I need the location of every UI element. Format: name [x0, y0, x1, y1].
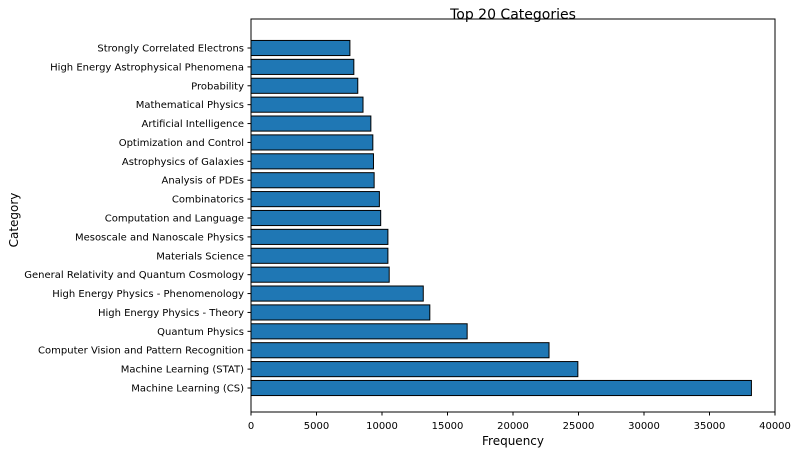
- y-axis-label: Category: [7, 193, 21, 248]
- x-tick-label: 15000: [432, 421, 464, 432]
- bar: [250, 191, 380, 208]
- y-ticks-group: Machine Learning (CS) Machine Learning (S…: [24, 44, 251, 395]
- bar: [250, 342, 550, 359]
- bars-group: [250, 39, 752, 397]
- y-tick-label: Strongly Correlated Electrons: [97, 44, 244, 55]
- bar: [250, 266, 390, 283]
- x-tick-label: 30000: [628, 421, 660, 432]
- y-tick-label: Combinatorics: [172, 195, 244, 206]
- bar: [250, 96, 364, 113]
- x-tick-label: 40000: [759, 421, 791, 432]
- y-tick-label: High Energy Physics - Theory: [98, 308, 244, 319]
- x-ticks-group: 0 5000 10000 15000 20000 25000 30000 35000 40000: [248, 412, 791, 432]
- x-tick-label: 10000: [366, 421, 398, 432]
- bar: [250, 228, 389, 245]
- y-tick-label: Optimization and Control: [119, 138, 244, 149]
- x-tick-label: 0: [248, 421, 254, 432]
- y-tick-label: Computation and Language: [105, 214, 244, 225]
- y-tick-label: Mathematical Physics: [136, 100, 244, 111]
- y-tick-label: General Relativity and Quantum Cosmology: [24, 270, 244, 281]
- chart-title: Top 20 Categories: [449, 7, 576, 23]
- y-tick-label: Quantum Physics: [157, 327, 244, 338]
- x-axis-label: Frequency: [482, 434, 544, 448]
- bar: [250, 247, 389, 264]
- bar: [250, 153, 374, 170]
- y-tick-label: Machine Learning (STAT): [121, 365, 244, 376]
- bar: [250, 361, 579, 378]
- x-tick-label: 35000: [694, 421, 726, 432]
- y-tick-label: High Energy Physics - Phenomenology: [52, 289, 244, 300]
- y-tick-label: High Energy Astrophysical Phenomena: [50, 62, 244, 73]
- y-tick-label: Mesoscale and Nanoscale Physics: [75, 232, 244, 243]
- y-tick-label: Computer Vision and Pattern Recognition: [38, 346, 244, 357]
- bar: [250, 379, 752, 397]
- y-tick-label: Materials Science: [156, 251, 244, 262]
- bar: [250, 209, 382, 227]
- bar: [250, 304, 431, 321]
- bar: [250, 77, 359, 94]
- x-tick-label: 20000: [497, 421, 529, 432]
- bar: [250, 323, 468, 340]
- x-tick-label: 5000: [304, 421, 329, 432]
- bar: [250, 115, 372, 132]
- y-tick-label: Analysis of PDEs: [162, 176, 244, 187]
- y-tick-label: Machine Learning (CS): [131, 384, 244, 395]
- bar: [250, 285, 424, 302]
- bar: [250, 58, 355, 75]
- y-tick-label: Probability: [191, 81, 244, 92]
- y-tick-label: Astrophysics of Galaxies: [122, 157, 244, 168]
- y-tick-label: Artificial Intelligence: [142, 119, 245, 130]
- bar: [250, 172, 375, 189]
- bar: [250, 134, 374, 151]
- bar: [250, 39, 351, 57]
- x-tick-label: 25000: [563, 421, 595, 432]
